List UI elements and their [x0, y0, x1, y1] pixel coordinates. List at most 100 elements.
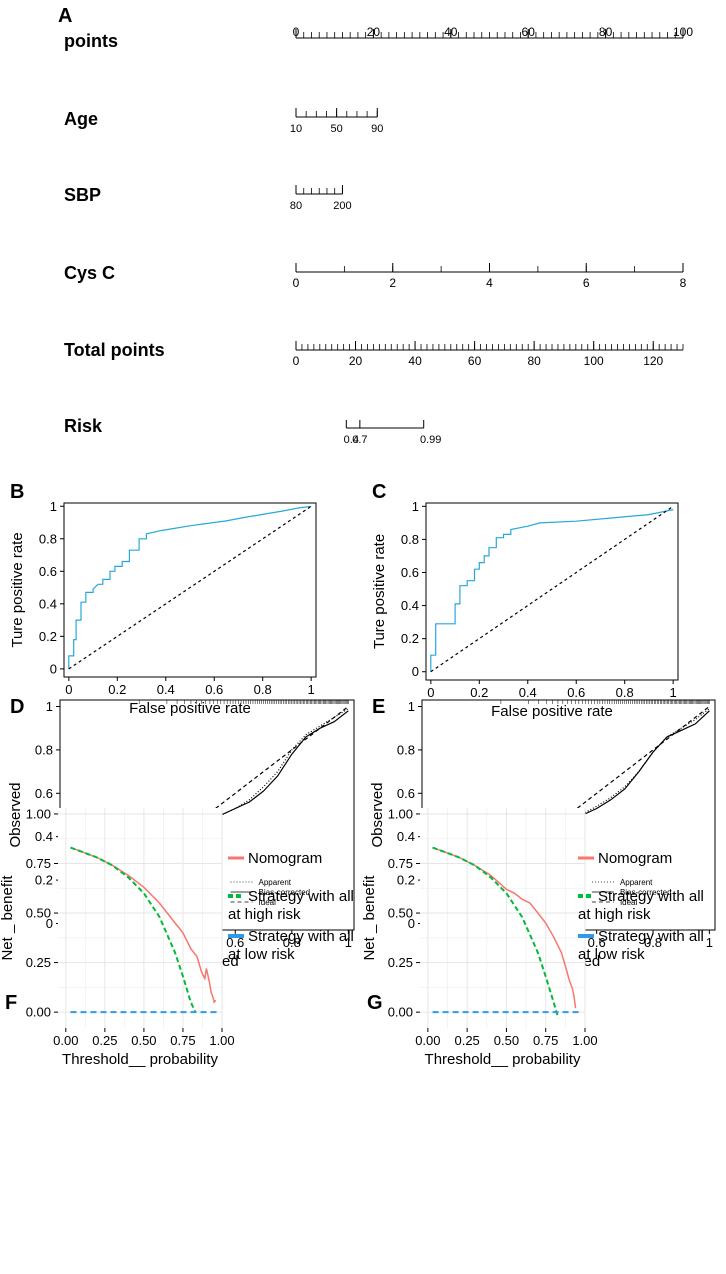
y-tick-label: 0.2 — [397, 873, 415, 888]
x-tick-label: 0.4 — [157, 682, 175, 697]
panel-label-c: C — [372, 481, 386, 503]
nomogram-row-label: points — [64, 31, 118, 51]
series-line — [430, 505, 674, 673]
nomogram-tick-label: 60 — [522, 25, 536, 39]
nomogram-tick-label: 2 — [389, 276, 396, 290]
y-tick-label: 0.4 — [35, 829, 53, 844]
y-axis-title: Observed — [369, 782, 386, 847]
nomogram-tick-label: 80 — [599, 25, 613, 39]
nomogram-tick-label: 0.99 — [420, 434, 441, 446]
legend-label: Apparent — [620, 878, 653, 887]
y-tick-label: 0 — [50, 661, 57, 676]
legend-label: Strategy with all at low risk — [578, 928, 704, 963]
plot-frame — [63, 502, 317, 678]
y-tick-label: 0.00 — [388, 1005, 413, 1020]
nomogram-row-label: Risk — [64, 416, 103, 436]
x-tick-label: 0.8 — [616, 685, 634, 700]
x-axis-title: False positive rate — [491, 703, 613, 720]
legend-label: Bias-corrected — [620, 888, 672, 897]
nomogram-tick-label: 4 — [486, 276, 493, 290]
series-line — [430, 509, 674, 672]
x-axis-title: Threshold__ probability — [62, 1051, 218, 1068]
x-tick-label: 0.75 — [533, 1033, 558, 1048]
x-tick-label: 0.00 — [53, 1033, 78, 1048]
y-tick-label: 0.25 — [388, 955, 413, 970]
plot-frame — [425, 502, 679, 681]
nomogram-tick-label: 50 — [331, 123, 343, 135]
panel-label-f: F — [5, 992, 17, 1014]
x-tick-label: 1 — [308, 682, 315, 697]
y-axis-title: Ture positive rate — [9, 532, 26, 647]
nomogram-row-label: Age — [64, 109, 98, 129]
nomogram-tick-label: 120 — [643, 354, 663, 368]
legend-label: Nomogram — [248, 850, 322, 867]
y-tick-label: 0.8 — [397, 742, 415, 757]
nomogram-tick-label: 90 — [371, 123, 383, 135]
y-axis-title: Net _ benefit — [0, 875, 16, 961]
legend-label-line: at high risk — [228, 906, 301, 923]
y-axis-title: Observed — [7, 782, 24, 847]
y-tick-label: 1 — [408, 699, 415, 714]
y-tick-label: 0.4 — [39, 596, 57, 611]
y-axis-title: Ture positive rate — [371, 534, 388, 649]
x-tick-label: 0.8 — [283, 935, 301, 950]
nomogram-tick-label: 200 — [333, 200, 351, 212]
x-axis-title: Threshold__ probability — [425, 1051, 581, 1068]
legend-label: Strategy with all at low risk — [228, 928, 354, 963]
nomogram-tick-label: 80 — [527, 354, 541, 368]
dca-panel-f: 0.00 0.25 0.50 0.75 1.00 0.00 0.25 0.50 0.75 1.00… — [0, 806, 354, 1068]
x-tick-label: 0.2 — [108, 682, 126, 697]
plot-background — [58, 808, 222, 1028]
x-tick-label: 0.75 — [170, 1033, 195, 1048]
nomogram-tick-label: 0 — [293, 354, 300, 368]
x-tick-label: 1 — [706, 935, 713, 950]
nomogram-row-label: SBP — [64, 185, 101, 205]
x-tick-label: 0.8 — [254, 682, 272, 697]
nomogram-tick-label: 8 — [680, 276, 687, 290]
x-tick-label: 1.00 — [209, 1033, 234, 1048]
y-tick-label: 0.4 — [401, 598, 419, 613]
y-tick-label: 0.8 — [39, 531, 57, 546]
nomogram-tick-label: 20 — [367, 25, 381, 39]
x-tick-label: 0.00 — [415, 1033, 440, 1048]
y-tick-label: 0.6 — [39, 564, 57, 579]
legend-label-line: at high risk — [578, 906, 651, 923]
y-tick-label: 0.25 — [26, 955, 51, 970]
x-tick-label: 0.25 — [454, 1033, 479, 1048]
x-tick-label: 0.50 — [494, 1033, 519, 1048]
nomogram-tick-label: 0.7 — [352, 434, 367, 446]
x-axis-title: False positive rate — [129, 700, 251, 717]
panel-label-g: G — [367, 992, 383, 1014]
y-tick-label: 0.50 — [26, 906, 51, 921]
nomogram-tick-label: 0 — [293, 276, 300, 290]
nomogram-tick-label: 40 — [408, 354, 422, 368]
panel-label-b: B — [10, 481, 24, 503]
nomogram-tick-label: 0.4 — [344, 434, 359, 446]
legend-label-line: Strategy with all — [248, 888, 354, 905]
dca-panel-g: 0.00 0.25 0.50 0.75 1.00 0.00 0.25 0.50 0.75 1.00… — [361, 806, 704, 1068]
y-tick-label: 0.8 — [401, 532, 419, 547]
x-tick-label: 0 — [65, 682, 72, 697]
legend-label-line: Strategy with all — [248, 928, 354, 945]
series-line — [68, 505, 312, 669]
plot-background — [420, 808, 585, 1028]
y-tick-label: 0.6 — [397, 786, 415, 801]
legend-label: Ideal — [259, 898, 277, 907]
panel-label-d: D — [10, 696, 24, 718]
y-tick-label: 0.75 — [388, 856, 413, 871]
nomogram-row-label: Total points — [64, 340, 165, 360]
nomogram-tick-label: 40 — [444, 25, 458, 39]
legend-label: Apparent — [259, 878, 292, 887]
legend-label: Ideal — [620, 898, 638, 907]
y-tick-label: 0 — [412, 664, 419, 679]
nomogram-tick-label: 20 — [349, 354, 363, 368]
y-tick-label: 0.50 — [388, 906, 413, 921]
nomogram-tick-label: 6 — [583, 276, 590, 290]
legend-label-line: Strategy with all — [598, 928, 704, 945]
legend-label: Strategy with all at high risk — [578, 888, 704, 923]
y-tick-label: 0.2 — [35, 873, 53, 888]
legend-label-line: at low risk — [228, 946, 295, 963]
